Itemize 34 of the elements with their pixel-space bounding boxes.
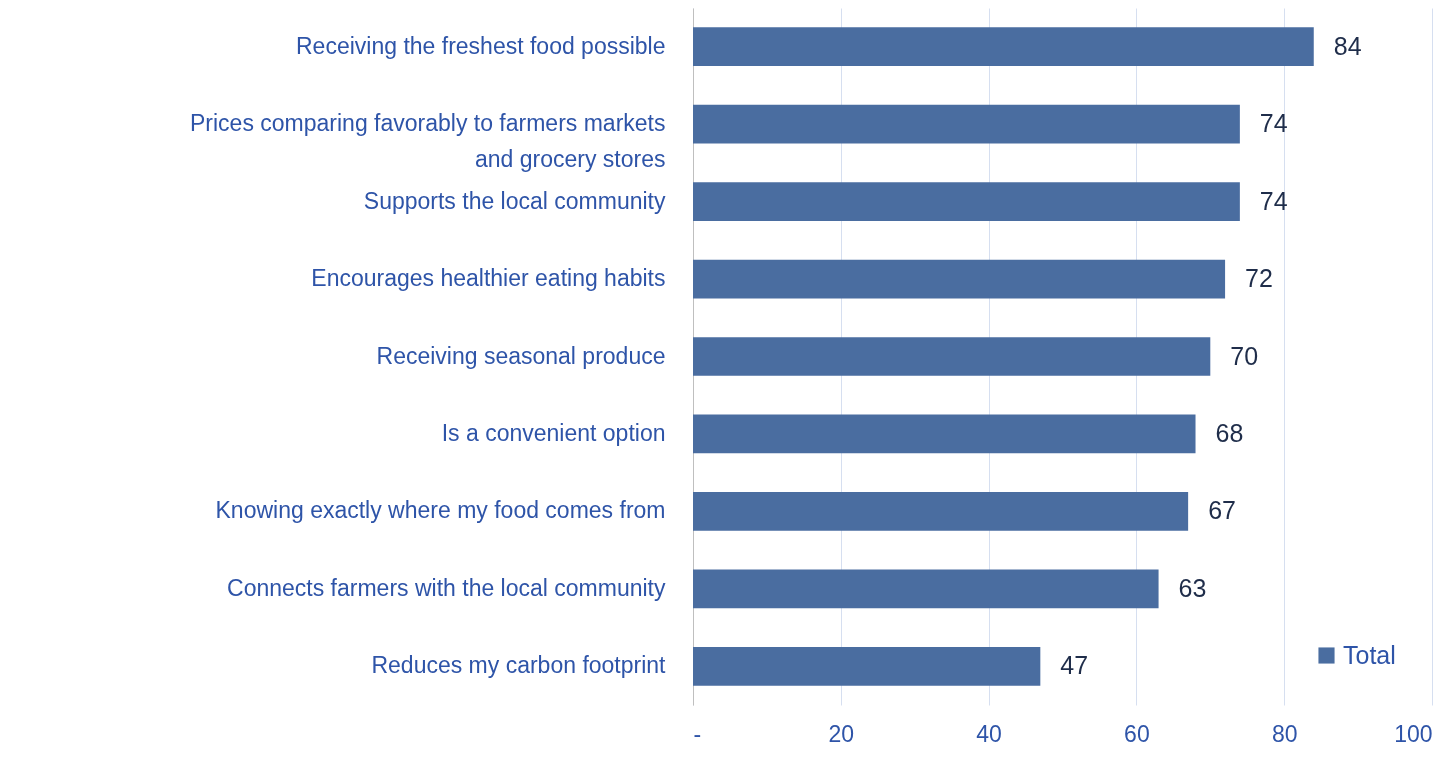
bar — [693, 27, 1314, 67]
data-label: 84 — [1333, 31, 1362, 60]
data-label: 67 — [1208, 496, 1236, 525]
data-label: 72 — [1245, 264, 1273, 293]
y-tick-label: Encourages healthier eating habits — [311, 265, 666, 292]
bar — [693, 182, 1240, 221]
y-tick-label: Receiving seasonal produce — [376, 342, 666, 369]
y-tick-label: Knowing exactly where my food comes from — [215, 497, 666, 524]
data-label: 63 — [1178, 573, 1207, 602]
bar — [693, 569, 1159, 609]
bar — [693, 259, 1226, 299]
y-tick-label: Is a convenient option — [441, 419, 666, 446]
data-label: 70 — [1230, 341, 1259, 370]
y-tick-label: Reduces my carbon footprint — [371, 652, 667, 679]
x-tick-label: 80 — [1271, 720, 1298, 747]
y-tick-label: Connects farmers with the local community — [227, 574, 666, 601]
y-tick-label: Supports the local community — [363, 187, 666, 214]
x-tick-label: 60 — [1124, 720, 1150, 747]
y-tick-label: Prices comparing favorably to farmers markets and grocery stores — [190, 110, 666, 173]
x-tick-label: - — [693, 720, 702, 747]
data-label: 68 — [1215, 418, 1244, 447]
bar — [693, 337, 1211, 376]
data-label: 74 — [1259, 186, 1288, 215]
bar — [693, 414, 1196, 454]
bar — [693, 646, 1041, 686]
bar — [693, 492, 1189, 531]
data-label: 74 — [1259, 109, 1288, 138]
x-tick-label: 100 — [1394, 720, 1433, 747]
x-tick-label: 20 — [828, 720, 855, 747]
data-label: 47 — [1060, 651, 1089, 680]
bar — [693, 104, 1240, 144]
x-tick-label: 40 — [976, 720, 1002, 747]
legend-label: Total — [1343, 640, 1396, 669]
y-tick-label: Receiving the freshest food possible — [296, 32, 666, 59]
